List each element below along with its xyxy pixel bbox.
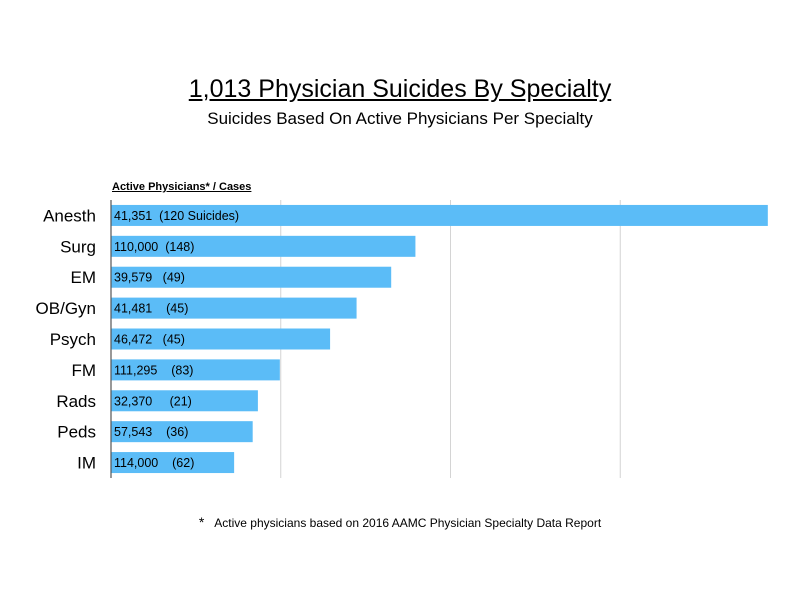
category-label-1: Surg — [60, 237, 96, 256]
footnote-symbol: * — [198, 514, 205, 530]
footnote-text: Active physicians based on 2016 AAMC Phy… — [214, 516, 602, 530]
data-label-8: 114,000 (62) — [114, 456, 194, 470]
column-header: Active Physicians* / Cases — [112, 181, 252, 193]
data-label-1: 110,000 (148) — [114, 240, 194, 254]
bar-3 — [111, 297, 357, 319]
bar-5 — [111, 359, 280, 381]
data-label-0: 41,351 (120 Suicides) — [114, 209, 239, 223]
category-label-3: OB/Gyn — [36, 299, 96, 318]
data-label-6: 32,370 (21) — [114, 394, 192, 408]
bar-4 — [111, 328, 331, 350]
bar-7 — [111, 421, 253, 443]
bar-1 — [111, 235, 416, 257]
category-label-6: Rads — [56, 392, 96, 411]
footnote: * Active physicians based on 2016 AAMC Ph… — [0, 514, 800, 531]
data-label-4: 46,472 (45) — [114, 333, 185, 347]
chart-subtitle: Suicides Based On Active Physicians Per … — [207, 109, 593, 128]
chart-title: 1,013 Physician Suicides By Specialty — [188, 75, 612, 103]
bar-6 — [111, 390, 258, 412]
category-label-7: Peds — [57, 423, 96, 442]
category-label-2: EM — [71, 268, 97, 287]
data-label-3: 41,481 (45) — [114, 302, 188, 316]
data-label-7: 57,543 (36) — [114, 425, 188, 439]
bar-2 — [111, 266, 392, 288]
category-label-8: IM — [77, 454, 96, 473]
bar-8 — [111, 452, 235, 474]
bar-0 — [111, 204, 768, 226]
category-label-0: Anesth — [43, 206, 96, 225]
category-label-5: FM — [71, 361, 96, 380]
category-label-4: Psych — [50, 330, 96, 349]
data-label-2: 39,579 (49) — [114, 271, 185, 285]
data-label-5: 111,295 (83) — [114, 363, 193, 377]
